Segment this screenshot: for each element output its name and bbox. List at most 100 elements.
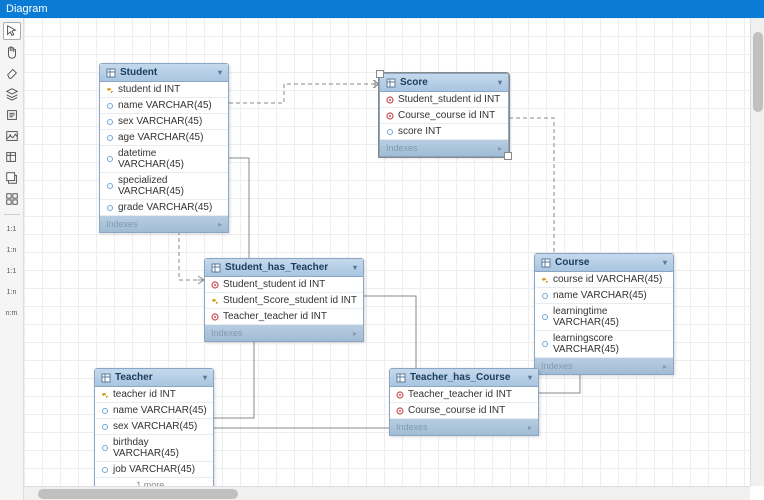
column[interactable]: student id INT [100,82,228,98]
table-header[interactable]: Score ▾ [380,74,508,92]
table-footer[interactable]: Indexes ▸ [205,325,363,341]
col-icon [101,466,109,474]
table-score[interactable]: Score ▾ Student_student id INTCourse_cours… [379,73,509,157]
column[interactable]: Student_Score_student id INT [205,293,363,309]
column-label: Teacher_teacher id INT [408,389,512,400]
column[interactable]: birthday VARCHAR(45) [95,435,213,462]
table-header[interactable]: Course▾ [535,254,673,272]
scrollbar-horizontal[interactable] [24,486,750,500]
fk-icon [386,112,394,120]
col-icon [541,340,549,348]
col-icon [386,128,394,136]
col-icon [101,423,109,431]
column[interactable]: sex VARCHAR(45) [95,419,213,435]
column[interactable]: learningtime VARCHAR(45) [535,304,673,331]
column[interactable]: teacher id INT [95,387,213,403]
expand-icon[interactable]: ▸ [663,362,667,371]
table-sht[interactable]: Student_has_Teacher ▾ Student_student id I… [204,258,364,342]
col-icon [101,407,109,415]
column[interactable]: datetime VARCHAR(45) [100,146,228,173]
column[interactable]: Teacher_teacher id INT [390,387,538,403]
col-icon [106,102,114,110]
column-label: name VARCHAR(45) [118,100,212,111]
footer-label: Indexes [211,328,243,338]
tool-rel-1n-b[interactable]: 1:n [3,284,21,302]
fk-icon [386,96,394,104]
column[interactable]: Course_course id INT [380,108,508,124]
table-header[interactable]: Teacher_has_Course ▾ [390,369,538,387]
column-label: age VARCHAR(45) [118,132,203,143]
table-footer[interactable]: Indexes▸ [380,140,508,156]
column[interactable]: course id VARCHAR(45) [535,272,673,288]
collapse-icon[interactable]: ▾ [528,373,532,382]
table-course[interactable]: Course▾course id VARCHAR(45)name VARCHAR… [534,253,674,375]
tool-layer[interactable] [3,85,21,103]
table-teacher[interactable]: Teacher▾teacher id INTname VARCHAR(45)se… [94,368,214,486]
title-bar: Diagram [0,0,764,18]
tool-image[interactable] [3,127,21,145]
table-footer[interactable]: Indexes▸ [100,216,228,232]
table-header[interactable]: Student▾ [100,64,228,82]
column[interactable]: sex VARCHAR(45) [100,114,228,130]
column[interactable]: name VARCHAR(45) [95,403,213,419]
table-icon [541,258,551,268]
column-label: Student_student id INT [223,279,325,290]
scrollbar-h-thumb[interactable] [38,489,238,499]
expand-icon[interactable]: ▸ [498,144,502,153]
tool-view[interactable] [3,190,21,208]
scrollbar-vertical[interactable] [750,18,764,486]
tool-rel-1n[interactable]: 1:n [3,242,21,260]
column[interactable]: Teacher_teacher id INT [205,309,363,325]
table-icon [101,373,111,383]
more-indicator[interactable]: 1 more... [95,478,213,486]
tool-table-copy[interactable] [3,169,21,187]
column[interactable]: name VARCHAR(45) [535,288,673,304]
column[interactable]: score INT [380,124,508,140]
tool-pointer[interactable] [3,22,21,40]
tool-note[interactable] [3,106,21,124]
table-thc[interactable]: Teacher_has_Course ▾ Teacher_teacher id IN… [389,368,539,436]
col-icon [106,155,114,163]
tool-hand[interactable] [3,43,21,61]
column-label: job VARCHAR(45) [113,464,195,475]
column-label: student id INT [118,84,180,95]
column-label: learningtime VARCHAR(45) [553,306,667,328]
expand-icon[interactable]: ▸ [528,423,532,432]
column-label: grade VARCHAR(45) [118,202,212,213]
table-footer[interactable]: Indexes▸ [390,419,538,435]
canvas[interactable]: Student▾student id INTname VARCHAR(45)se… [24,18,750,486]
collapse-icon[interactable]: ▾ [353,263,357,272]
tool-rel-11[interactable]: 1:1 [3,221,21,239]
expand-icon[interactable]: ▸ [353,329,357,338]
table-title: Teacher_has_Course [410,372,510,383]
column[interactable]: name VARCHAR(45) [100,98,228,114]
column[interactable]: learningscore VARCHAR(45) [535,331,673,358]
tool-eraser[interactable] [3,64,21,82]
tool-rel-11-b[interactable]: 1:1 [3,263,21,281]
collapse-icon[interactable]: ▾ [498,78,502,87]
collapse-icon[interactable]: ▾ [203,373,207,382]
table-student[interactable]: Student▾ student id INT name VARCHAR(45) se… [99,63,229,233]
scrollbar-v-thumb[interactable] [753,32,763,112]
column-label: Teacher_teacher id INT [223,311,327,322]
footer-label: Indexes [541,361,573,371]
column[interactable]: Student_student id INT [205,277,363,293]
column-label: learningscore VARCHAR(45) [553,333,667,355]
tool-rel-nm[interactable]: n:m [3,305,21,323]
column[interactable]: job VARCHAR(45) [95,462,213,478]
expand-icon[interactable]: ▸ [218,220,222,229]
table-icon [396,373,406,383]
collapse-icon[interactable]: ▾ [663,258,667,267]
table-header[interactable]: Teacher▾ [95,369,213,387]
table-title: Score [400,77,428,88]
column[interactable]: grade VARCHAR(45) [100,200,228,216]
table-title: Student_has_Teacher [225,262,328,273]
table-footer[interactable]: Indexes ▸ [535,358,673,374]
column[interactable]: age VARCHAR(45) [100,130,228,146]
tool-table-new[interactable] [3,148,21,166]
column[interactable]: Course_course id INT [390,403,538,419]
column[interactable]: specialized VARCHAR(45) [100,173,228,200]
collapse-icon[interactable]: ▾ [218,68,222,77]
column[interactable]: Student_student id INT [380,92,508,108]
table-header[interactable]: Student_has_Teacher ▾ [205,259,363,277]
